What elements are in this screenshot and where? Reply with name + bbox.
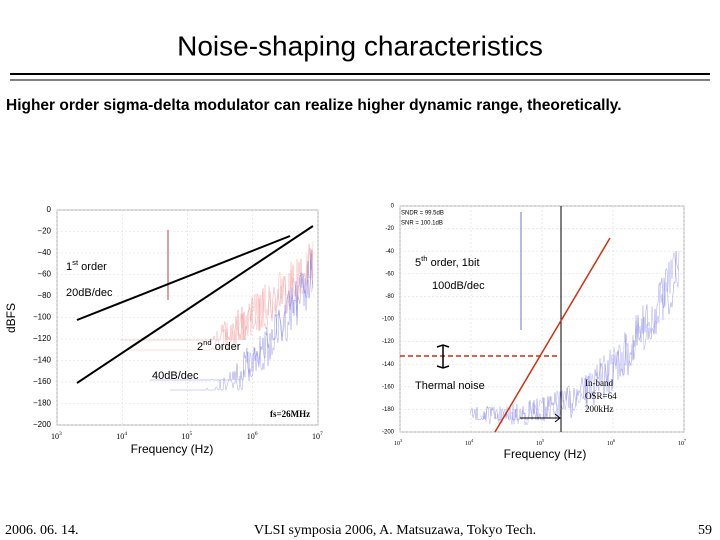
slope-line: [76, 225, 314, 384]
x-tick-label-base: 10: [394, 441, 400, 447]
y-tick-label: -80: [385, 294, 394, 300]
x-tick-label: 106: [247, 431, 258, 441]
x-tick-label-base: 10: [536, 441, 542, 447]
y-tick-label: -160: [382, 384, 395, 390]
annotation: fs=26MHz: [270, 409, 310, 419]
y-tick-label: -40: [385, 249, 394, 255]
noise-spectrum: [479, 251, 680, 426]
x-tick-label: 105: [182, 431, 193, 441]
annotation: SNR = 100.1dB: [401, 221, 443, 227]
x-tick-label-sup: 3: [400, 438, 402, 443]
noise-spectrum: [150, 254, 314, 381]
x-tick-label: 104: [465, 438, 474, 447]
noise-spectrum: [130, 241, 314, 351]
y-tick-label: −140: [33, 356, 52, 365]
page-number: 59: [698, 523, 712, 538]
x-tick-label-sup: 3: [59, 431, 62, 437]
x-tick-label-base: 10: [247, 432, 255, 441]
y-tick-label: -120: [382, 339, 395, 345]
x-tick-label-sup: 5: [190, 431, 193, 437]
y-tick-label: 0: [47, 205, 52, 214]
band-arrow: [520, 413, 561, 423]
annotation-rest: order: [78, 261, 107, 273]
left-figure: 0−20−40−60−80−100−120−140−160−180−200103…: [4, 205, 323, 456]
subtitle: Higher order sigma-delta modulator can r…: [6, 97, 622, 114]
footer-date: 2006. 06. 14.: [5, 523, 79, 538]
range-arrow: [436, 344, 450, 369]
y-tick-label: -140: [382, 362, 395, 368]
axis-label: Frequency (Hz): [131, 442, 214, 456]
y-tick-label: -60: [385, 271, 394, 277]
annotation: 2nd order: [197, 338, 241, 353]
y-tick-label: −60: [37, 270, 51, 279]
x-tick-label-base: 10: [51, 432, 59, 441]
annotation: 5th order, 1bit: [415, 254, 480, 269]
y-tick-label: -100: [382, 317, 395, 323]
y-tick-label: −80: [37, 291, 51, 300]
annotation-sup: nd: [203, 338, 212, 347]
annotation-sup: st: [72, 258, 79, 267]
x-tick-label-sup: 4: [124, 431, 127, 437]
annotation-sup: th: [421, 254, 427, 263]
y-tick-label: -180: [382, 407, 395, 413]
y-tick-label: −120: [33, 334, 52, 343]
footer-center: VLSI symposia 2006, A. Matsuzawa, Tokyo …: [254, 523, 536, 538]
x-tick-label-base: 10: [312, 432, 320, 441]
slide-title: Noise-shaping characteristics: [177, 30, 543, 61]
right-figure: 0-20-40-60-80-100-120-140-160-180-200103…: [382, 204, 686, 462]
annotation: 40dB/dec: [152, 370, 199, 382]
y-tick-label: −40: [37, 248, 51, 257]
x-tick-label-base: 10: [465, 441, 471, 447]
y-tick-label: −200: [33, 420, 52, 429]
x-tick-label-sup: 7: [320, 431, 323, 437]
x-tick-label: 104: [116, 431, 127, 441]
x-tick-label-base: 10: [182, 432, 190, 441]
y-tick-label: 0: [391, 204, 395, 210]
x-tick-label-sup: 6: [613, 438, 615, 443]
x-tick-label-sup: 5: [542, 438, 544, 443]
y-tick-label: −160: [33, 377, 52, 386]
annotation-base: 2: [197, 341, 203, 353]
x-tick-label: 105: [536, 438, 544, 447]
x-tick-label-base: 10: [678, 441, 684, 447]
x-tick-label-sup: 7: [684, 438, 686, 443]
annotation-rest: order, 1bit: [428, 257, 480, 269]
y-tick-label: −20: [37, 227, 51, 236]
annotation-rest: order: [212, 341, 241, 353]
y-tick-label: −180: [33, 399, 52, 408]
annotation: Thermal noise: [415, 380, 485, 392]
x-tick-label: 106: [607, 438, 615, 447]
annotation: 100dB/dec: [432, 280, 485, 292]
annotation: 200kHz: [585, 404, 614, 414]
x-tick-label: 103: [51, 431, 62, 441]
x-tick-label: 107: [312, 431, 323, 441]
annotation: 1st order: [66, 258, 107, 273]
axis-label: Frequency (Hz): [504, 447, 587, 461]
annotation-base: 1: [66, 261, 72, 273]
noise-spectrum: [170, 248, 314, 391]
slope-line: [76, 235, 291, 321]
slope-line: [494, 237, 611, 433]
x-tick-label-base: 10: [607, 441, 613, 447]
y-tick-label: -20: [385, 226, 394, 232]
x-tick-label-base: 10: [116, 432, 124, 441]
x-tick-label: 103: [394, 438, 402, 447]
y-tick-label: -200: [382, 430, 395, 436]
annotation: SNDR = 99.5dB: [401, 211, 444, 217]
axis-label: dBFS: [4, 303, 18, 333]
x-tick-label-sup: 6: [255, 431, 258, 437]
y-tick-label: −100: [33, 313, 52, 322]
annotation: In-band: [585, 378, 613, 388]
annotation: 20dB/dec: [66, 287, 113, 299]
annotation-base: 5: [415, 257, 421, 269]
annotation: OSR=64: [585, 391, 617, 401]
x-tick-label: 107: [678, 438, 686, 447]
x-tick-label-sup: 4: [471, 438, 474, 443]
